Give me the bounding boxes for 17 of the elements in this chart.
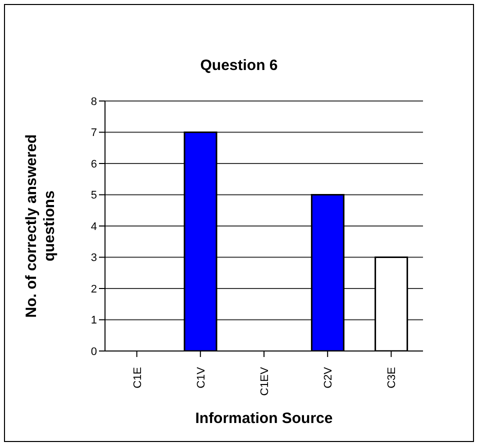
y-axis-title: No. of correctly answered questions: [23, 134, 58, 318]
y-tick-label: 3: [90, 252, 97, 264]
y-tick-label: 5: [90, 190, 97, 202]
x-tick-label: C1V: [195, 366, 208, 388]
y-tick-label: 7: [90, 127, 97, 140]
y-tick-label: 4: [90, 220, 97, 233]
y-tick-label: 2: [90, 283, 97, 296]
y-tick-label: 0: [90, 346, 97, 358]
x-tick-label: C1E: [132, 367, 144, 388]
x-tick-label: C2V: [322, 366, 335, 388]
y-tick-label: 8: [90, 96, 97, 108]
x-tick-label: C3E: [386, 367, 398, 388]
y-tick-label: 6: [90, 158, 97, 170]
x-tick-label: C1EV: [259, 366, 271, 396]
chart-title: Question 6: [199, 57, 279, 74]
y-tick-label: 1: [90, 314, 97, 327]
x-axis-title: Information Source: [195, 410, 333, 427]
